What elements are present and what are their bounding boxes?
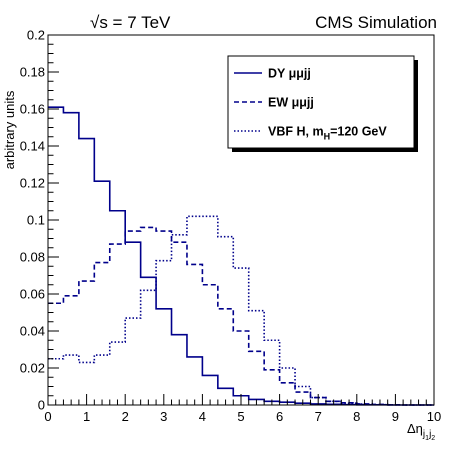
x-tick-label: 0 [44, 409, 51, 424]
x-tick-label: 8 [353, 409, 360, 424]
y-tick-label: 0.02 [20, 361, 45, 376]
y-tick-label: 0 [38, 398, 45, 413]
y-tick-label: 0.06 [20, 287, 45, 302]
y-tick-label: 0.16 [20, 102, 45, 117]
y-axis-title: arbitrary units [2, 90, 17, 169]
x-tick-label: 4 [199, 409, 206, 424]
x-tick-label: 6 [276, 409, 283, 424]
y-tick-label: 0.18 [20, 65, 45, 80]
series-line-dotted [48, 215, 434, 406]
x-tick-label: 9 [392, 409, 399, 424]
axis-ticks [47, 34, 435, 406]
y-tick-label: 0.04 [20, 324, 45, 339]
legend-label: VBF H, mH=120 GeV [268, 125, 387, 142]
x-tick-label: 10 [427, 409, 441, 424]
energy-label: √s = 7 TeV [90, 13, 171, 32]
legend-label: DY μμjj [268, 67, 311, 81]
y-tick-label: 0.1 [27, 213, 45, 228]
x-tick-labels: 0 1 2 3 4 5 6 7 8 9 10 [44, 409, 441, 424]
y-tick-label: 0.2 [27, 28, 45, 43]
experiment-label: CMS Simulation [315, 13, 437, 32]
legend-label: EW μμjj [268, 96, 314, 110]
x-tick-label: 3 [160, 409, 167, 424]
y-tick-labels: 0 0.02 0.04 0.06 0.08 0.1 0.12 0.14 0.16 0.18 0.2 [20, 28, 45, 413]
x-tick-label: 5 [237, 409, 244, 424]
legend: DY μμjj EW μμjj VBF H, mH=120 GeV [227, 55, 418, 152]
x-tick-label: 1 [83, 409, 90, 424]
x-tick-label: 2 [122, 409, 129, 424]
y-tick-label: 0.14 [20, 139, 45, 154]
x-tick-label: 7 [315, 409, 322, 424]
y-tick-label: 0.12 [20, 176, 45, 191]
y-tick-label: 0.08 [20, 250, 45, 265]
